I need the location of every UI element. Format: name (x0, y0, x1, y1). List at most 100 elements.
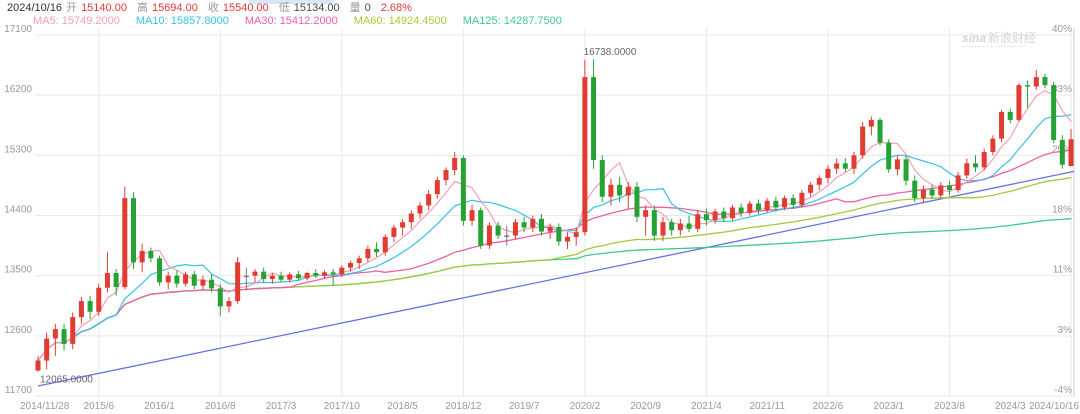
candle-body (1051, 85, 1057, 140)
candle-body (61, 329, 67, 344)
date-axis-label: 2024/10/16 (1029, 401, 1079, 412)
candle-body (651, 210, 657, 236)
candle-body (512, 222, 518, 236)
candle-body (130, 198, 136, 263)
candle-body (356, 258, 362, 263)
candle-body (712, 211, 718, 221)
candle-body (834, 163, 840, 169)
date-axis-label: 2021/4 (691, 401, 722, 412)
ma-legend-item: MA30: 15412.2000 (244, 15, 338, 27)
price-axis-label: 12600 (4, 325, 32, 336)
candle-body (946, 185, 952, 191)
candle-body (400, 222, 406, 228)
grid-layer (35, 28, 1075, 397)
date-axis-label: 2018/12 (445, 401, 482, 412)
candle-body (599, 160, 605, 197)
candle-body (191, 274, 197, 286)
candle-body (573, 232, 579, 237)
candles-layer (35, 59, 1074, 372)
candle-body (443, 170, 449, 181)
percent-axis-label: 33% (1052, 84, 1072, 95)
candle-body (556, 226, 562, 242)
quote-field-value: 2.68% (380, 2, 412, 14)
price-axis-label: 13500 (4, 265, 32, 276)
candle-body (452, 158, 458, 171)
candle-body (842, 163, 848, 169)
candle-body (808, 184, 814, 193)
quote-field-label: 开 (66, 2, 78, 14)
candle-body (886, 142, 892, 170)
quote-field-value: 0 (364, 2, 371, 14)
ma-legend-item: MA5: 15749.2000 (33, 15, 120, 27)
candle-body (321, 272, 327, 276)
candle-body (287, 274, 293, 280)
candle-body (1033, 77, 1039, 87)
candle-body (1025, 85, 1031, 87)
ma-line-ma60 (37, 177, 1072, 362)
candle-body (304, 272, 310, 279)
date-axis-label: 2021/11 (749, 401, 785, 412)
quote-field-value: 15694.00 (151, 2, 198, 14)
ma-line-ma5 (37, 90, 1072, 362)
sina-watermark-text: 新浪财经 (988, 31, 1037, 45)
candle-body (348, 262, 354, 268)
candle-body (1059, 139, 1065, 165)
price-annotation: 12065.0000 (40, 375, 93, 386)
candle-body (964, 163, 970, 176)
price-axis-label: 15300 (4, 144, 32, 155)
candle-body (894, 159, 900, 170)
date-axis-label: 2016/1 (144, 401, 175, 412)
candle-body (44, 338, 50, 361)
candle-body (669, 222, 675, 231)
candle-body (755, 203, 761, 211)
date-axis-label: 2024/3 (995, 401, 1026, 412)
candle-body (269, 275, 275, 280)
date-axis-label: 2022/6 (813, 401, 844, 412)
ma-legend-item: MA10: 15857.8000 (135, 15, 229, 27)
candle-body (608, 184, 614, 197)
candle-body (235, 262, 241, 302)
candle-body (981, 151, 987, 168)
date-axis-label: 2023/1 (873, 401, 904, 412)
candle-body (78, 301, 84, 318)
candle-body (417, 205, 423, 214)
date-axis-label: 2023/8 (934, 401, 965, 412)
candle-body (504, 235, 510, 237)
quote-fields: 开 15140.00 高 15694.00 收 15540.00 低 15134.00 量 0 2.… (66, 2, 422, 14)
ma-legend: MA5: 15749.2000 MA10: 15857.8000 MA30: 154… (33, 15, 578, 28)
candle-body (1042, 77, 1048, 86)
ma-legend-item: MA125: 14287.7500 (462, 15, 562, 27)
quote-field-value: 15140.00 (81, 2, 127, 14)
candle-body (782, 198, 788, 208)
candle-body (973, 163, 979, 168)
candle-body (565, 236, 571, 242)
candle-body (521, 222, 527, 228)
candle-body (339, 267, 345, 275)
date-axis-label: 2017/3 (266, 401, 297, 412)
date-axis-label: 2018/5 (387, 401, 418, 412)
candle-body (686, 223, 692, 229)
candle-body (729, 207, 735, 219)
candle-body (408, 213, 414, 223)
candle-body (495, 225, 501, 236)
candle-body (547, 226, 553, 232)
candle-body (252, 271, 258, 276)
candle-body (1016, 85, 1022, 120)
candle-body (738, 207, 744, 213)
price-axis-label: 11700 (5, 385, 33, 396)
candle-body (703, 214, 709, 221)
ma-line-ma30 (37, 149, 1072, 362)
price-axis-label: 17100 (4, 24, 32, 35)
sina-logo: sina (962, 31, 987, 45)
candle-body (955, 175, 961, 191)
candle-body (920, 189, 926, 199)
candle-body (1007, 111, 1013, 120)
price-axis-label: 14400 (4, 205, 32, 216)
candle-body (677, 223, 683, 231)
candle-body (695, 214, 701, 229)
candle-body (860, 126, 866, 156)
candle-body (1068, 139, 1074, 167)
date-axis-label: 2017/10 (324, 401, 361, 412)
candle-body (278, 275, 284, 280)
